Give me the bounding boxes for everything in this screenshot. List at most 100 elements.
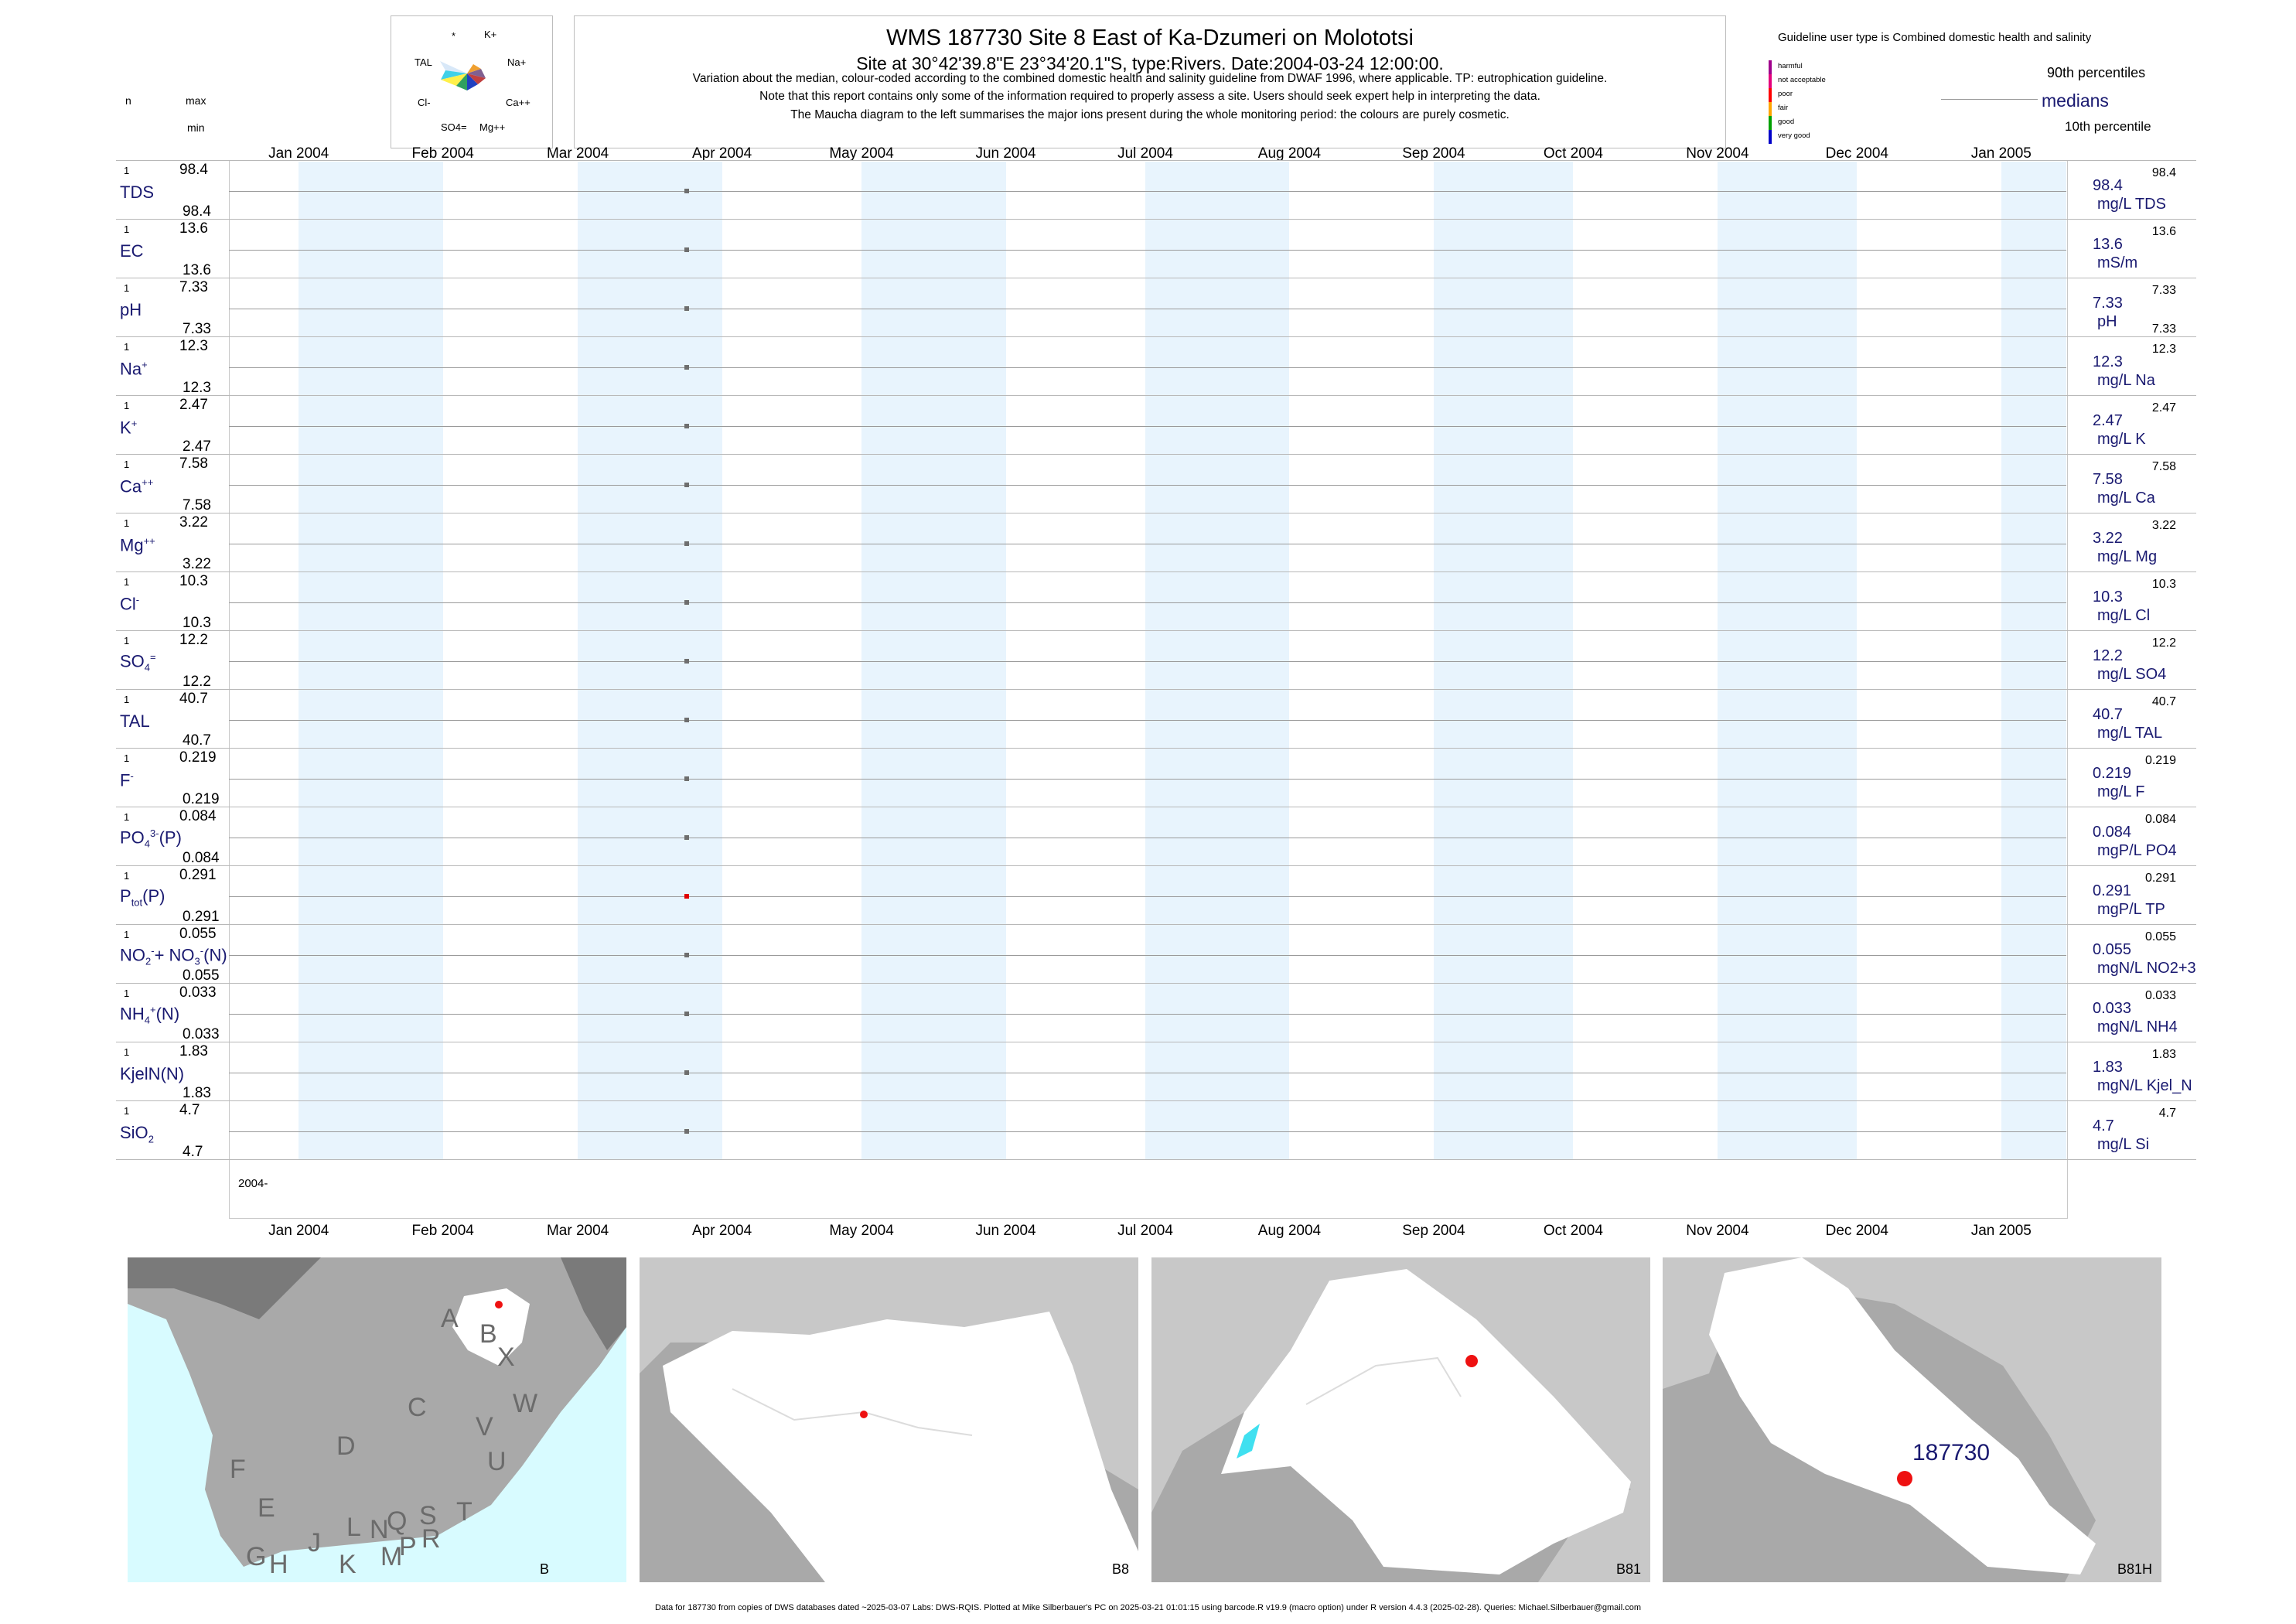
row-right-max: 13.6 — [2151, 225, 2176, 238]
row-max: 4.7 — [179, 1102, 200, 1118]
map-region-letter: F — [230, 1455, 246, 1484]
row-divider — [116, 336, 2196, 337]
p10-label: 10th percentile — [2065, 119, 2151, 134]
median-line — [229, 602, 2066, 603]
param-label-so4: SO4= — [120, 651, 156, 674]
row-min: 7.33 — [183, 321, 211, 337]
row-min: 7.58 — [183, 497, 211, 513]
row-unit: mg/L TDS — [2097, 196, 2166, 213]
x-tick-top: Jan 2004 — [268, 145, 329, 162]
row-unit: mgP/L TP — [2097, 901, 2165, 918]
row-median-value: 7.58 — [2093, 471, 2123, 488]
row-divider — [116, 748, 2196, 749]
param-label-nh4: NH4+(N) — [120, 1004, 180, 1026]
data-point-tds — [684, 189, 690, 193]
row-min: 98.4 — [183, 203, 211, 220]
map-region-letter: H — [269, 1550, 288, 1579]
row-median-value: 13.6 — [2093, 236, 2123, 253]
col-min-header: min — [187, 121, 205, 134]
maucha-label-ca: Ca++ — [506, 97, 531, 108]
data-point-f — [684, 776, 690, 781]
col-max-header: max — [186, 94, 206, 107]
param-label-sio2: SiO2 — [120, 1123, 154, 1145]
maucha-label-star: * — [452, 30, 456, 42]
month-band — [2001, 162, 2066, 1159]
x-tick-bottom: Jun 2004 — [975, 1223, 1036, 1239]
maucha-diagram-box: * K+ TAL Na+ Cl- Ca++ SO4= Mg++ — [391, 15, 553, 148]
x-tick-top: Jul 2004 — [1117, 145, 1173, 162]
row-unit: mg/L Mg — [2097, 548, 2158, 565]
map-region-letter: V — [476, 1412, 493, 1441]
row-unit: mg/L Ca — [2097, 490, 2155, 507]
guideline-level-1: not acceptable — [1778, 76, 1826, 84]
map-region-letter: S — [419, 1501, 437, 1530]
row-divider — [116, 1100, 2196, 1101]
row-max: 7.58 — [179, 455, 208, 472]
row-median-value: 0.055 — [2093, 941, 2132, 958]
data-point-tal — [684, 718, 690, 722]
param-label-mg: Mg++ — [120, 535, 155, 555]
row-median-value: 98.4 — [2093, 177, 2123, 194]
row-n: 1 — [124, 752, 130, 764]
row-n: 1 — [124, 1105, 130, 1117]
row-unit: mgN/L NO2+3 — [2097, 960, 2196, 977]
note-line-2: Note that this report contains only some… — [759, 90, 1540, 103]
param-label-ph: pH — [120, 300, 142, 319]
median-line-sample — [1941, 99, 2038, 100]
x-tick-top: Apr 2004 — [692, 145, 752, 162]
row-n: 1 — [124, 576, 130, 588]
x-tick-top: Oct 2004 — [1543, 145, 1603, 162]
param-label-no2no3: NO2-+ NO3-(N) — [120, 945, 227, 967]
x-tick-bottom: Apr 2004 — [692, 1223, 752, 1239]
row-median-value: 12.2 — [2093, 647, 2123, 664]
row-right-max: 12.2 — [2151, 636, 2176, 650]
data-point-ph — [684, 306, 690, 311]
param-label-na: Na+ — [120, 359, 148, 379]
row-min: 12.2 — [183, 674, 211, 690]
row-min: 1.83 — [183, 1085, 211, 1101]
map-region-letter: P — [399, 1532, 417, 1561]
map-region-letter: K — [339, 1550, 357, 1579]
map-region-letter: G — [246, 1542, 267, 1571]
row-divider — [116, 630, 2196, 631]
row-max: 7.33 — [179, 279, 208, 295]
map-label-b8: B8 — [1111, 1561, 1129, 1577]
month-band — [299, 162, 443, 1159]
maucha-label-k: K+ — [484, 29, 497, 40]
p90-label: 90th percentiles — [2047, 65, 2146, 80]
row-max: 98.4 — [179, 162, 208, 178]
row-unit: mg/L SO4 — [2097, 666, 2167, 683]
data-point-kjelnn — [684, 1070, 690, 1075]
guideline-level-2: poor — [1778, 90, 1793, 98]
map-region-letter: X — [497, 1343, 515, 1372]
guideline-level-3: fair — [1778, 104, 1789, 112]
row-n: 1 — [124, 517, 130, 529]
median-line — [229, 426, 2066, 427]
row-unit: mg/L TAL — [2097, 725, 2163, 742]
row-right-max: 0.084 — [2144, 813, 2176, 826]
x-tick-bottom: Jul 2004 — [1117, 1223, 1173, 1239]
map-region-letter: M — [380, 1542, 403, 1571]
row-unit: mg/L F — [2097, 783, 2145, 800]
row-n: 1 — [124, 165, 130, 176]
map-region-letter: Q — [387, 1506, 408, 1536]
row-right-max: 40.7 — [2151, 695, 2176, 708]
row-median-value: 0.219 — [2093, 765, 2132, 782]
row-median-value: 2.47 — [2093, 412, 2123, 429]
row-n: 1 — [124, 400, 130, 411]
month-band — [1717, 162, 1858, 1159]
row-min: 2.47 — [183, 438, 211, 455]
data-point-nh4n — [684, 1012, 690, 1016]
median-line — [229, 1014, 2066, 1015]
row-n: 1 — [124, 988, 130, 999]
x-tick-top: Nov 2004 — [1686, 145, 1749, 162]
data-point-po4p — [684, 835, 690, 840]
map-region-letter: E — [258, 1493, 275, 1523]
map-region-letter: T — [456, 1497, 473, 1527]
row-right-max: 98.4 — [2151, 166, 2176, 179]
x-tick-bottom: Nov 2004 — [1686, 1223, 1749, 1239]
param-label-k: K+ — [120, 418, 138, 438]
param-label-ptot: Ptot(P) — [120, 886, 165, 909]
maucha-label-na: Na+ — [507, 56, 527, 68]
row-right-max: 7.58 — [2151, 460, 2176, 473]
